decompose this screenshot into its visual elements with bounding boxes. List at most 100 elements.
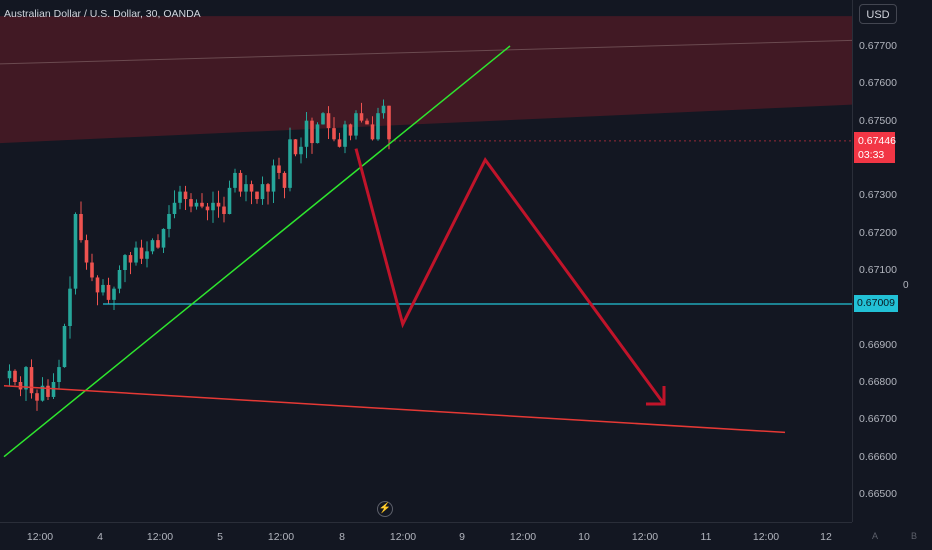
price-tick: 0.66600 bbox=[859, 450, 897, 463]
time-axis[interactable]: 12:00 4 12:00 5 12:00 8 12:00 9 12:00 10 12:00 11 12… bbox=[0, 522, 852, 550]
price-tick: 0.67200 bbox=[859, 226, 897, 239]
candle-body bbox=[95, 277, 100, 293]
candle-body bbox=[370, 124, 375, 140]
candle-body bbox=[79, 214, 83, 241]
candle-body bbox=[299, 146, 303, 155]
projection-path bbox=[354, 148, 666, 405]
price-tick: 0.67300 bbox=[859, 189, 897, 202]
time-tick: 10 bbox=[578, 531, 590, 543]
resistance-zone bbox=[0, 16, 852, 144]
candle-body bbox=[172, 202, 177, 214]
time-tick: 12 bbox=[820, 531, 832, 543]
candle-body bbox=[194, 202, 199, 207]
time-tick: 5 bbox=[217, 531, 223, 543]
candle-body bbox=[282, 172, 287, 188]
candle-body bbox=[293, 139, 298, 155]
lightning-icon[interactable]: ⚡ bbox=[377, 501, 393, 517]
projection-arrowhead bbox=[646, 386, 666, 406]
candle-body bbox=[222, 206, 226, 214]
candle-body bbox=[106, 284, 111, 300]
candle-body bbox=[189, 199, 193, 207]
candle-body bbox=[205, 206, 210, 211]
candle-body bbox=[167, 214, 171, 229]
time-tick: 12:00 bbox=[389, 531, 417, 543]
candle-body bbox=[134, 247, 138, 263]
candle-body bbox=[178, 191, 182, 203]
candle-body bbox=[233, 172, 237, 188]
candle-body bbox=[277, 165, 281, 173]
candle-body bbox=[310, 120, 314, 144]
price-tick: 0.67600 bbox=[859, 77, 897, 90]
candle-body bbox=[101, 284, 105, 293]
candle-body bbox=[161, 228, 166, 248]
candle-body bbox=[73, 214, 78, 289]
candle-body bbox=[216, 202, 221, 207]
price-axis[interactable]: USD 0.67700 0.67600 0.67500 0.67300 0.67200 0… bbox=[852, 0, 932, 522]
price-tick: 0.67500 bbox=[859, 114, 897, 127]
price-tick: 0.66700 bbox=[859, 413, 897, 426]
candle-body bbox=[84, 240, 89, 263]
candle-body bbox=[271, 165, 276, 192]
currency-button[interactable]: USD bbox=[859, 4, 897, 24]
price-tick: 0.66500 bbox=[859, 488, 897, 500]
countdown-timer: 03:33 bbox=[858, 149, 885, 161]
candle-body bbox=[249, 184, 254, 192]
candle-body bbox=[321, 113, 325, 125]
candle-body bbox=[112, 288, 116, 300]
candle-body bbox=[255, 191, 259, 200]
time-tick: 9 bbox=[459, 531, 465, 543]
candle-body bbox=[260, 184, 265, 200]
candle-body bbox=[7, 370, 12, 379]
candle-body bbox=[387, 105, 391, 140]
candle-body bbox=[288, 139, 292, 188]
candle-body bbox=[90, 262, 94, 278]
candle-body bbox=[139, 247, 144, 259]
price-tick: 0.67700 bbox=[859, 40, 897, 52]
candle-body bbox=[62, 326, 67, 368]
candle-body bbox=[68, 288, 72, 326]
time-tick: 12:00 bbox=[267, 531, 295, 543]
candle-body bbox=[343, 124, 347, 147]
candle-body bbox=[359, 113, 364, 121]
log-scale-button[interactable]: B bbox=[911, 531, 918, 541]
candle-body bbox=[150, 240, 155, 252]
time-tick: 12:00 bbox=[26, 531, 54, 543]
candle-body bbox=[57, 367, 61, 382]
candle-body bbox=[51, 382, 56, 397]
candle-body bbox=[337, 139, 342, 147]
candle-body bbox=[117, 270, 122, 289]
candle-body bbox=[227, 187, 232, 214]
candle-body bbox=[244, 184, 248, 192]
time-tick: 8 bbox=[339, 531, 345, 543]
candle-body bbox=[145, 251, 149, 259]
time-tick: 12:00 bbox=[631, 531, 659, 543]
candle-body bbox=[128, 255, 133, 263]
price-tick: 0.66800 bbox=[859, 376, 897, 388]
candle-body bbox=[332, 128, 336, 140]
candle-body bbox=[40, 385, 45, 401]
candle-body bbox=[24, 367, 28, 390]
symbol-title: Australian Dollar / U.S. Dollar, 30, OAN… bbox=[4, 8, 201, 20]
candle-body bbox=[18, 382, 23, 390]
plot-area[interactable] bbox=[0, 0, 852, 522]
candle-body bbox=[35, 393, 39, 401]
time-tick: 11 bbox=[700, 531, 712, 543]
auto-scale-button[interactable]: A bbox=[872, 531, 879, 541]
time-tick: 12:00 bbox=[146, 531, 174, 543]
candle-body bbox=[365, 120, 369, 125]
chart-canvas[interactable] bbox=[0, 0, 852, 522]
time-tick: 12:00 bbox=[509, 531, 537, 543]
level-price-label: 0.67009 bbox=[854, 295, 898, 312]
price-tick: 0.67100 bbox=[859, 264, 897, 276]
candle-body bbox=[200, 202, 204, 207]
current-price-label: 0.67446 03:33 bbox=[854, 132, 896, 163]
candle-body bbox=[29, 367, 34, 394]
candle-body bbox=[238, 172, 243, 192]
candle-body bbox=[348, 124, 353, 136]
candle-body bbox=[376, 113, 380, 140]
candle-body bbox=[315, 124, 320, 144]
candle-body bbox=[381, 105, 386, 114]
candle-body bbox=[304, 120, 309, 147]
candle-body bbox=[266, 184, 270, 192]
